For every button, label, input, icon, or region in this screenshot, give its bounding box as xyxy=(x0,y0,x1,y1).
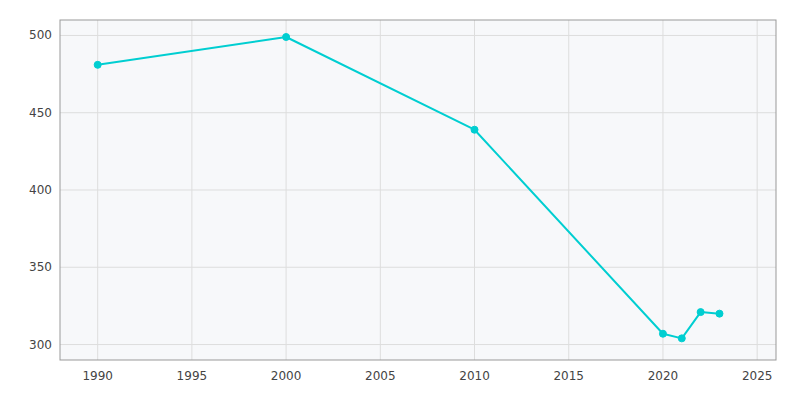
x-tick-label: 1995 xyxy=(177,369,208,383)
y-tick-label: 450 xyxy=(29,106,52,120)
y-grid-line xyxy=(60,190,776,191)
x-tick-label: 2020 xyxy=(648,369,679,383)
y-grid-line xyxy=(60,112,776,113)
chart-container: 1990 1995 2000 2005 2010 2015 2020 2025 300 350 40… xyxy=(0,0,800,400)
grid xyxy=(60,20,776,360)
x-tick-label: 2010 xyxy=(459,369,490,383)
point xyxy=(471,126,478,133)
plot-frame xyxy=(60,20,776,360)
point xyxy=(94,61,101,68)
x-tick-label: 2000 xyxy=(271,369,302,383)
tick-labels: 1990 1995 2000 2005 2010 2015 2020 2025 300 350 40… xyxy=(29,28,772,383)
y-tick-label: 350 xyxy=(29,260,52,274)
point xyxy=(716,310,723,317)
x-tick-label: 2025 xyxy=(742,369,773,383)
point xyxy=(697,309,704,316)
y-grid-line xyxy=(60,267,776,268)
y-grid-line xyxy=(60,344,776,345)
data-group xyxy=(94,34,723,342)
plot-background xyxy=(60,20,776,360)
y-grid-line xyxy=(60,35,776,36)
x-tick-label: 2005 xyxy=(365,369,396,383)
y-tick-label: 500 xyxy=(29,28,52,42)
page: {"chart_data": {"type": "line", "x": [19… xyxy=(0,0,800,400)
point xyxy=(678,335,685,342)
x-tick-label: 2015 xyxy=(553,369,584,383)
x-tick-label: 1990 xyxy=(82,369,113,383)
point xyxy=(659,330,666,337)
line xyxy=(98,37,720,338)
y-tick-label: 400 xyxy=(29,183,52,197)
chart-svg: 1990 1995 2000 2005 2010 2015 2020 2025 300 350 40… xyxy=(0,0,800,400)
y-tick-label: 300 xyxy=(29,338,52,352)
point xyxy=(283,34,290,41)
